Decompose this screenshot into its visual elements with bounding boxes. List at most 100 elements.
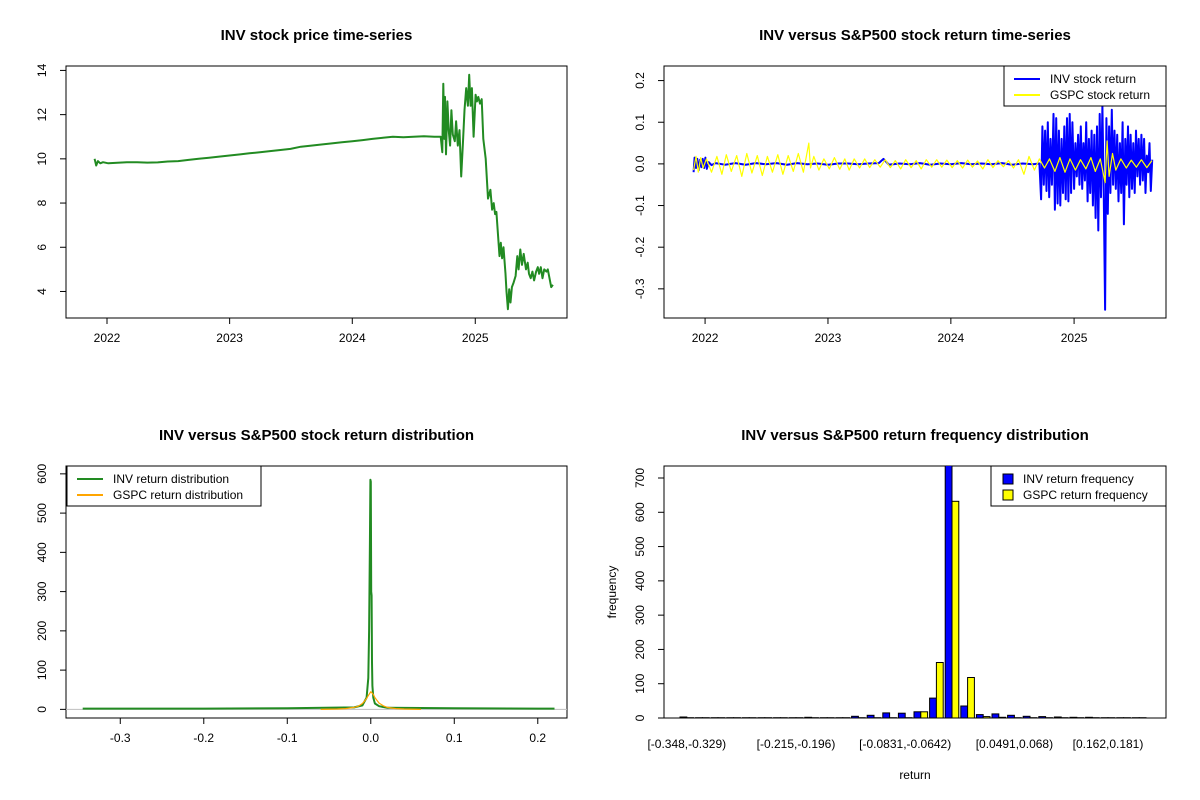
inv-frequency-bar [835,717,844,718]
gspc-frequency-bar [1091,717,1100,718]
gspc-frequency-bar [889,717,897,718]
inv-frequency-bar [944,466,953,718]
y-tick-label: 0 [35,706,49,713]
y-tick-label: 6 [35,244,49,251]
x-tick-label: 2025 [1061,331,1088,345]
y-tick-label: 10 [35,152,49,166]
gspc-frequency-bar [842,717,851,718]
legend-label: GSPC stock return [1050,88,1150,102]
inv-frequency-bar [773,717,781,718]
x-tick-label: 0.2 [529,731,546,745]
panel-return-distribution: INV versus S&P500 stock return distribut… [35,427,568,745]
inv-frequency-bar [710,717,719,718]
y-tick-label: 0.2 [633,72,647,89]
inv-frequency-bar [1085,716,1093,718]
y-tick-label: 0.0 [633,155,647,172]
gspc-frequency-bar [967,677,975,718]
inv-return-line [692,104,1154,311]
chart-title: INV versus S&P500 return frequency distr… [741,427,1089,444]
inv-frequency-bar [991,713,1000,718]
y-tick-label: 100 [35,660,49,680]
inv-frequency-bar [1131,717,1140,718]
inv-frequency-bar [913,711,922,718]
gspc-frequency-bar [1076,717,1085,718]
inv-frequency-bar [1069,716,1078,718]
gspc-frequency-bar [764,717,773,718]
inv-frequency-bar [851,715,859,718]
y-tick-label: -0.1 [633,195,647,216]
inv-frequency-bar [882,712,891,718]
y-tick-label: 14 [35,63,49,77]
x-tick-label: -0.3 [110,731,131,745]
gspc-frequency-bar [1107,717,1116,718]
inv-frequency-bar [897,712,906,718]
y-tick-label: 4 [35,288,49,295]
y-tick-label: -0.2 [633,237,647,258]
gspc-frequency-bar [998,716,1007,718]
gspc-frequency-bar [826,717,835,718]
y-tick-label: 700 [633,468,647,488]
gspc-frequency-bar [1045,717,1053,718]
inv-density-line [82,478,555,710]
y-tick-label: 200 [35,621,49,641]
inv-frequency-bar [695,717,703,718]
legend-swatch [1002,489,1014,501]
legend-label: GSPC return distribution [113,488,243,502]
plot-frame [65,65,568,319]
inv-frequency-bar [1038,716,1047,718]
gspc-frequency-bar [811,717,819,718]
x-tick-label: 2024 [339,331,366,345]
plot-frame [663,65,1167,319]
x-tick-label: 2022 [692,331,719,345]
inv-frequency-bar [788,717,797,718]
gspc-frequency-bar [982,716,991,718]
gspc-frequency-bar [1060,717,1069,718]
gspc-frequency-bar [857,717,866,718]
y-tick-label: 0 [633,714,647,721]
legend-label: INV return distribution [113,472,229,486]
panel-return-timeseries: INV versus S&P500 stock return time-seri… [633,27,1167,345]
inv-frequency-bar [819,717,828,718]
gspc-frequency-bar [904,717,913,718]
inv-frequency-bar [1022,715,1031,718]
gspc-frequency-bar [779,717,788,718]
x-category-label: [-0.0831,-0.0642) [859,737,951,751]
inv-frequency-bar [804,716,813,718]
gspc-frequency-bar [717,717,726,718]
gspc-frequency-bar [935,662,944,718]
price-series-line [93,73,554,311]
panel-price-timeseries: INV stock price time-series 2022 2023 2024 2… [35,27,568,345]
inv-frequency-bar [960,705,969,718]
gspc-frequency-bar [1123,717,1131,718]
bar-group [679,466,1147,718]
chart-title: INV versus S&P500 stock return time-seri… [759,27,1071,44]
x-tick-label: -0.2 [193,731,214,745]
x-category-label: [0.0491,0.068) [976,737,1053,751]
y-tick-label: 500 [633,536,647,556]
inv-frequency-bar [975,714,984,718]
y-tick-label: 300 [633,605,647,625]
y-tick-label: 200 [633,639,647,659]
legend-swatch [1002,473,1014,485]
gspc-frequency-bar [1013,717,1022,718]
inv-frequency-bar [1116,717,1125,718]
y-tick-label: 12 [35,108,49,122]
gspc-frequency-bar [920,711,929,718]
gspc-density-line [320,691,421,710]
chart-title: INV stock price time-series [221,27,413,44]
x-tick-label: 2022 [94,331,121,345]
y-tick-label: 400 [633,571,647,591]
x-tick-label: 2025 [462,331,489,345]
gspc-frequency-bar [701,717,710,718]
y-tick-label: 600 [633,502,647,522]
legend-label: INV return frequency [1023,472,1134,486]
gspc-frequency-bar [1138,717,1147,718]
gspc-frequency-bar [748,717,757,718]
legend-label: INV stock return [1050,72,1136,86]
legend-box [1003,65,1167,107]
legend-box [66,465,262,507]
x-category-label: [-0.348,-0.329) [647,737,726,751]
gspc-frequency-bar [795,717,804,718]
